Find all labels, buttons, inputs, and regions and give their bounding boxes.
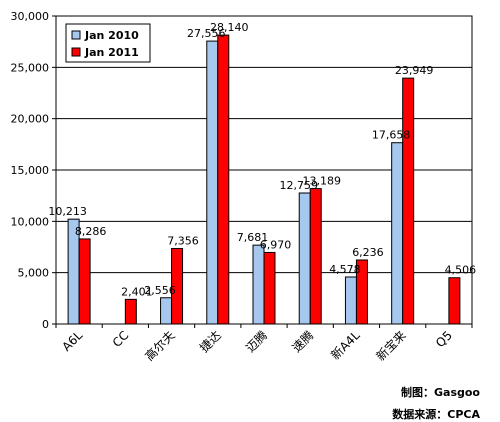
bar-jan2011 bbox=[171, 247, 184, 325]
legend-swatch bbox=[71, 47, 81, 57]
data-label: 12,759 bbox=[279, 179, 318, 192]
x-tick-label: CC bbox=[110, 328, 132, 350]
x-tick-label: Q5 bbox=[433, 328, 455, 350]
bar-jan2011 bbox=[263, 251, 276, 325]
bar-jan2011 bbox=[448, 277, 461, 325]
x-tick-label: 新宝来 bbox=[373, 328, 409, 364]
y-tick-label: 0 bbox=[42, 318, 49, 331]
chart-credit: 制图：Gasgoo bbox=[401, 386, 480, 399]
bars bbox=[67, 34, 461, 325]
bar-jan2010 bbox=[160, 297, 173, 325]
y-tick-label: 10,000 bbox=[11, 215, 50, 228]
bar-jan2011 bbox=[355, 259, 368, 325]
y-tick-label: 30,000 bbox=[11, 10, 50, 23]
legend-label: Jan 2010 bbox=[84, 29, 139, 42]
bar-jan2010 bbox=[344, 276, 357, 325]
bar-jan2011 bbox=[217, 34, 230, 325]
bar-jan2011 bbox=[124, 298, 137, 325]
x-tick-label: 高尔夫 bbox=[142, 328, 178, 364]
x-tick-label: A6L bbox=[59, 328, 85, 354]
data-label: 4,506 bbox=[445, 264, 477, 277]
legend-label: Jan 2011 bbox=[84, 46, 139, 59]
bar-jan2010 bbox=[252, 244, 265, 325]
data-label: 8,286 bbox=[75, 225, 107, 238]
data-label: 4,578 bbox=[329, 263, 361, 276]
data-label: 7,681 bbox=[237, 231, 269, 244]
y-axis: 0 5,000 10,000 15,000 20,000 25,000 30,000 bbox=[11, 10, 56, 331]
legend: Jan 2010 Jan 2011 bbox=[65, 23, 151, 63]
data-label: 27,556 bbox=[187, 27, 226, 40]
data-label: 7,356 bbox=[167, 234, 199, 247]
y-tick-label: 15,000 bbox=[11, 164, 50, 177]
data-label: 6,970 bbox=[260, 238, 292, 251]
bar-jan2011 bbox=[402, 77, 415, 325]
data-label: 10,213 bbox=[48, 205, 87, 218]
x-axis: A6L CC 高尔夫 捷达 迈腾 速腾 新A4L 新宝来 Q5 bbox=[55, 324, 473, 364]
y-tick-label: 20,000 bbox=[11, 113, 50, 126]
bar-jan2011 bbox=[78, 238, 91, 325]
data-label: 6,236 bbox=[352, 246, 384, 259]
x-tick-label: 迈腾 bbox=[243, 328, 271, 356]
y-tick-label: 5,000 bbox=[18, 267, 50, 280]
x-tick-label: 速腾 bbox=[289, 328, 317, 356]
data-label: 28,140 bbox=[210, 21, 249, 34]
data-label: 2,556 bbox=[144, 284, 176, 297]
bar-jan2010 bbox=[298, 192, 311, 325]
bar-jan2010 bbox=[391, 142, 404, 325]
legend-swatch bbox=[71, 30, 81, 40]
data-source: 数据来源：CPCA bbox=[392, 408, 480, 421]
y-tick-label: 25,000 bbox=[11, 61, 50, 74]
bar-jan2011 bbox=[309, 188, 322, 325]
bar-jan2010 bbox=[206, 40, 219, 325]
x-tick-label: 捷达 bbox=[197, 328, 224, 355]
data-label: 2,401 bbox=[121, 285, 153, 298]
data-label: 17,658 bbox=[372, 129, 411, 142]
x-tick-label: 新A4L bbox=[328, 327, 363, 362]
data-label: 23,949 bbox=[395, 64, 434, 77]
data-label: 13,189 bbox=[302, 175, 341, 188]
